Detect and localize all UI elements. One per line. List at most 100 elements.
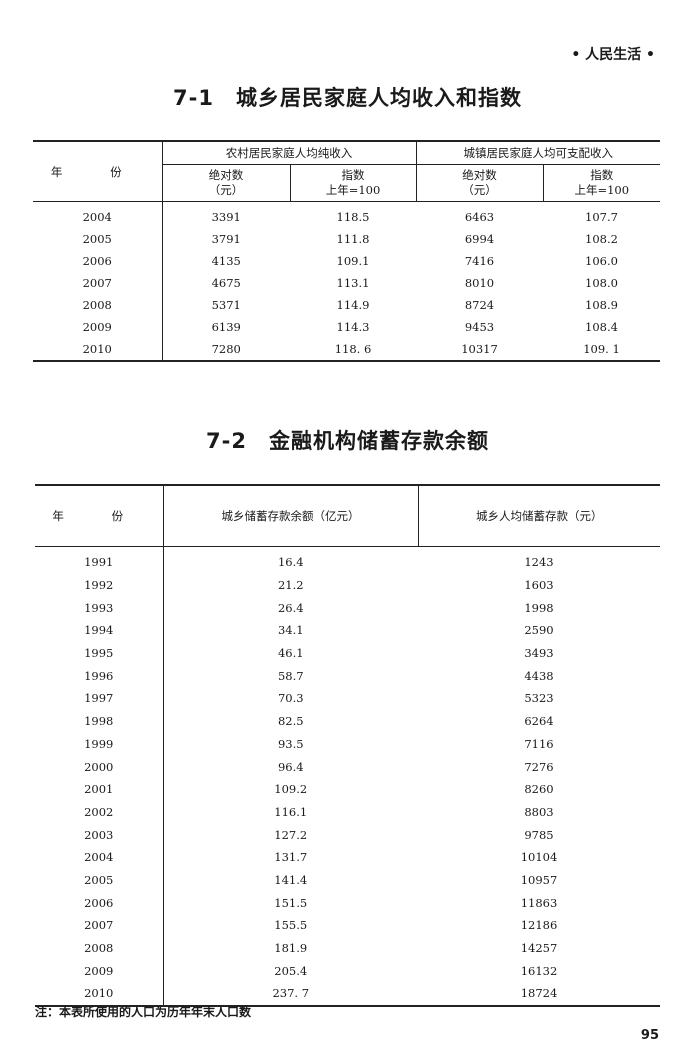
year-cell: 2002	[84, 804, 114, 819]
value-cell: 7416	[464, 254, 495, 268]
value-cell: 14257	[520, 941, 558, 956]
value-cell: 7276	[524, 759, 554, 774]
label: 绝对数	[462, 168, 497, 182]
value-cell: 107.7	[585, 210, 618, 224]
table-row: 2007 4675 113.1 8010 108.0	[33, 272, 660, 294]
value-cell: 12186	[520, 918, 558, 933]
table-row: 1996 58.7 4438	[35, 664, 660, 688]
table-row: 2010 237. 7 18724	[35, 982, 660, 1006]
value-cell: 46.1	[162, 641, 418, 665]
table-row: 1993 26.4 1998	[35, 596, 660, 620]
year-cell: 2007	[84, 918, 114, 933]
value-cell: 96.4	[162, 755, 418, 778]
year-cell: 2004	[82, 210, 112, 224]
value-cell: 8260	[524, 782, 554, 797]
urban-group-header: 城镇居民家庭人均可支配收入	[415, 141, 660, 165]
rural-index-header: 指数 上年=100	[289, 164, 416, 202]
year-cell: 2007	[82, 276, 112, 290]
value-cell: 181.9	[162, 936, 418, 960]
value-cell: 118. 6	[334, 342, 372, 356]
value-cell: 5371	[161, 294, 290, 316]
value-cell: 3391	[161, 201, 290, 228]
table-row: 2008 5371 114.9 8724 108.9	[33, 294, 660, 316]
value-cell: 6264	[524, 714, 554, 729]
rural-abs-header: 绝对数 （元）	[161, 164, 290, 202]
table-row: 2004 3391 118.5 6463 107.7	[33, 201, 660, 228]
value-cell: 18724	[520, 986, 558, 1001]
table-row: 2009 6139 114.3 9453 108.4	[33, 316, 660, 338]
urban-index-header: 指数 上年=100	[542, 164, 660, 202]
urban-abs-header: 绝对数 （元）	[415, 164, 543, 202]
value-cell: 5323	[524, 691, 554, 706]
value-cell: 106.0	[585, 254, 618, 268]
table-row: 1991 16.4 1243	[35, 546, 660, 574]
year-cell: 1998	[84, 714, 114, 729]
year-header: 年 份	[33, 141, 162, 202]
value-cell: 127.2	[162, 823, 418, 846]
year-cell: 1997	[84, 691, 114, 706]
year-cell: 2000	[84, 759, 114, 774]
value-cell: 6139	[161, 316, 290, 338]
table-row: 2003 127.2 9785	[35, 823, 660, 846]
year-cell: 2006	[84, 895, 114, 910]
value-cell: 16132	[520, 963, 558, 978]
value-cell: 21.2	[162, 573, 418, 597]
year-cell: 1996	[84, 668, 114, 683]
value-cell: 7280	[161, 338, 290, 361]
income-table: 年 份 农村居民家庭人均纯收入 城镇居民家庭人均可支配收入 绝对数 （元） 指数上…	[33, 140, 660, 362]
value-cell: 8724	[464, 298, 495, 312]
table-row: 2002 116.1 8803	[35, 800, 660, 824]
table-row: 2007 155.5 12186	[35, 914, 660, 937]
year-cell: 2003	[84, 827, 114, 842]
table-row: 1999 93.5 7116	[35, 732, 660, 756]
year-cell: 2008	[82, 298, 112, 312]
table-row: 2010 7280 118. 6 10317 109. 1	[33, 338, 660, 361]
table-row: 2006 4135 109.1 7416 106.0	[33, 250, 660, 272]
table-note: 注：本表所使用的人口为历年年末人口数	[35, 1005, 252, 1019]
unit: 上年=100	[325, 183, 381, 197]
year-cell: 1993	[84, 600, 114, 615]
table-row: 2001 109.2 8260	[35, 777, 660, 801]
value-cell: 1243	[524, 555, 554, 570]
table-row: 1995 46.1 3493	[35, 641, 660, 665]
table-row: 2008 181.9 14257	[35, 936, 660, 960]
value-cell: 7116	[524, 736, 554, 751]
value-cell: 34.1	[162, 619, 418, 642]
value-cell: 8010	[464, 276, 495, 290]
value-cell: 4135	[161, 250, 290, 272]
value-cell: 9785	[524, 827, 554, 842]
value-cell: 16.4	[162, 546, 418, 574]
value-cell: 9453	[464, 320, 495, 334]
year-cell: 1995	[84, 646, 114, 661]
value-cell: 118.5	[336, 210, 370, 224]
value-cell: 155.5	[162, 914, 418, 937]
value-cell: 108.2	[585, 232, 618, 246]
value-cell: 3791	[161, 228, 290, 250]
year-cell: 2009	[82, 320, 112, 334]
value-cell: 111.8	[336, 232, 370, 246]
value-cell: 108.9	[585, 298, 618, 312]
year-cell: 2009	[84, 963, 114, 978]
table-row: 2005 141.4 10957	[35, 868, 660, 892]
value-cell: 6463	[464, 210, 495, 224]
value-cell: 109.2	[162, 777, 418, 801]
table-row: 2006 151.5 11863	[35, 891, 660, 914]
value-cell: 1998	[524, 600, 554, 615]
value-cell: 4675	[161, 272, 290, 294]
year-cell: 1991	[84, 555, 114, 570]
value-cell: 237. 7	[162, 982, 418, 1006]
table-row: 1994 34.1 2590	[35, 619, 660, 642]
value-cell: 70.3	[162, 687, 418, 710]
unit: 上年=100	[574, 183, 630, 197]
value-cell: 109. 1	[583, 342, 620, 356]
value-cell: 6994	[464, 232, 495, 246]
table-row: 2004 131.7 10104	[35, 845, 660, 869]
savings-table: 年 份 城乡储蓄存款余额（亿元） 城乡人均储蓄存款（元） 1991 16.4 124…	[35, 484, 660, 1007]
value-cell: 11863	[520, 895, 558, 910]
table2-title: 7-2 金融机构储蓄存款余额	[206, 429, 489, 453]
year-cell: 1994	[84, 623, 114, 638]
unit: （元）	[462, 183, 497, 197]
year-cell: 2008	[84, 941, 114, 956]
value-cell: 108.0	[585, 276, 618, 290]
value-cell: 10957	[520, 872, 558, 887]
